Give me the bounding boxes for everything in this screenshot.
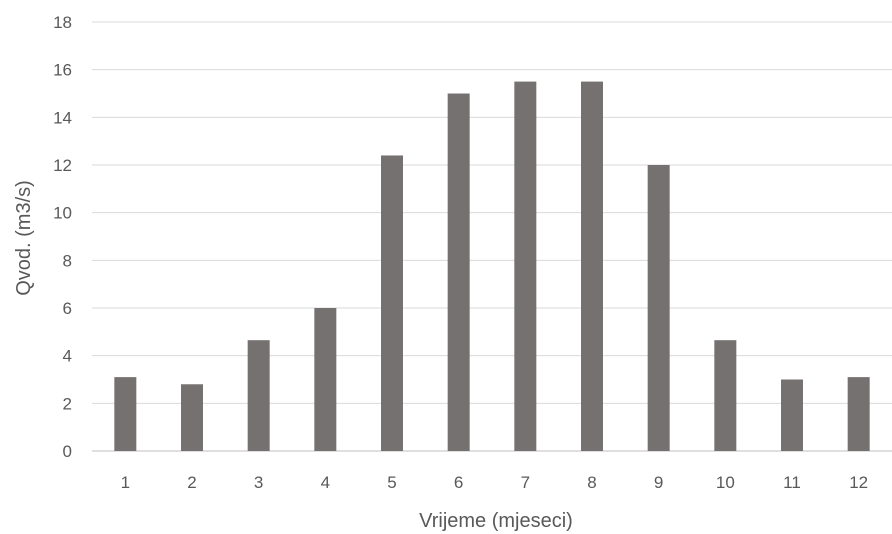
bar-12 — [847, 377, 870, 451]
bar-11 — [781, 379, 803, 451]
bar-7 — [514, 81, 537, 451]
x-axis-title: Vrijeme (mjeseci) — [419, 510, 573, 532]
x-tick-labels: 1 2 3 4 5 6 7 8 9 10 11 12 — [121, 473, 869, 492]
y-tick-label: 12 — [53, 156, 72, 175]
bar-2 — [181, 384, 203, 451]
gridlines — [92, 21, 892, 452]
y-tick-label: 4 — [63, 347, 72, 366]
y-tick-label: 2 — [63, 394, 72, 413]
x-tick-label: 8 — [587, 473, 596, 492]
bar-6 — [447, 93, 470, 451]
y-tick-label: 18 — [53, 13, 72, 32]
x-tick-label: 7 — [521, 473, 530, 492]
y-tick-label: 16 — [53, 61, 72, 80]
x-tick-label: 2 — [187, 473, 196, 492]
x-tick-label: 5 — [387, 473, 396, 492]
bar-1 — [114, 377, 137, 451]
bars — [114, 81, 870, 451]
bar-10 — [714, 340, 737, 451]
y-tick-label: 8 — [63, 251, 72, 270]
y-tick-label: 6 — [63, 299, 72, 318]
x-tick-label: 9 — [654, 473, 663, 492]
y-tick-label: 14 — [53, 108, 72, 127]
y-axis-title: Qvod. (m3/s) — [13, 180, 35, 296]
x-tick-label: 12 — [849, 473, 868, 492]
x-tick-label: 10 — [716, 473, 735, 492]
bar-4 — [314, 308, 337, 451]
y-tick-label: 0 — [63, 442, 72, 461]
y-tick-labels: 0 2 4 6 8 10 12 14 16 18 — [53, 13, 72, 461]
bar-5 — [381, 155, 403, 451]
y-tick-label: 10 — [53, 204, 72, 223]
bar-8 — [581, 81, 603, 451]
x-tick-label: 1 — [121, 473, 130, 492]
x-tick-label: 6 — [454, 473, 463, 492]
x-tick-label: 11 — [783, 473, 801, 492]
x-tick-label: 4 — [321, 473, 330, 492]
bar-3 — [247, 340, 270, 451]
x-tick-label: 3 — [254, 473, 263, 492]
bar-9 — [647, 165, 670, 451]
